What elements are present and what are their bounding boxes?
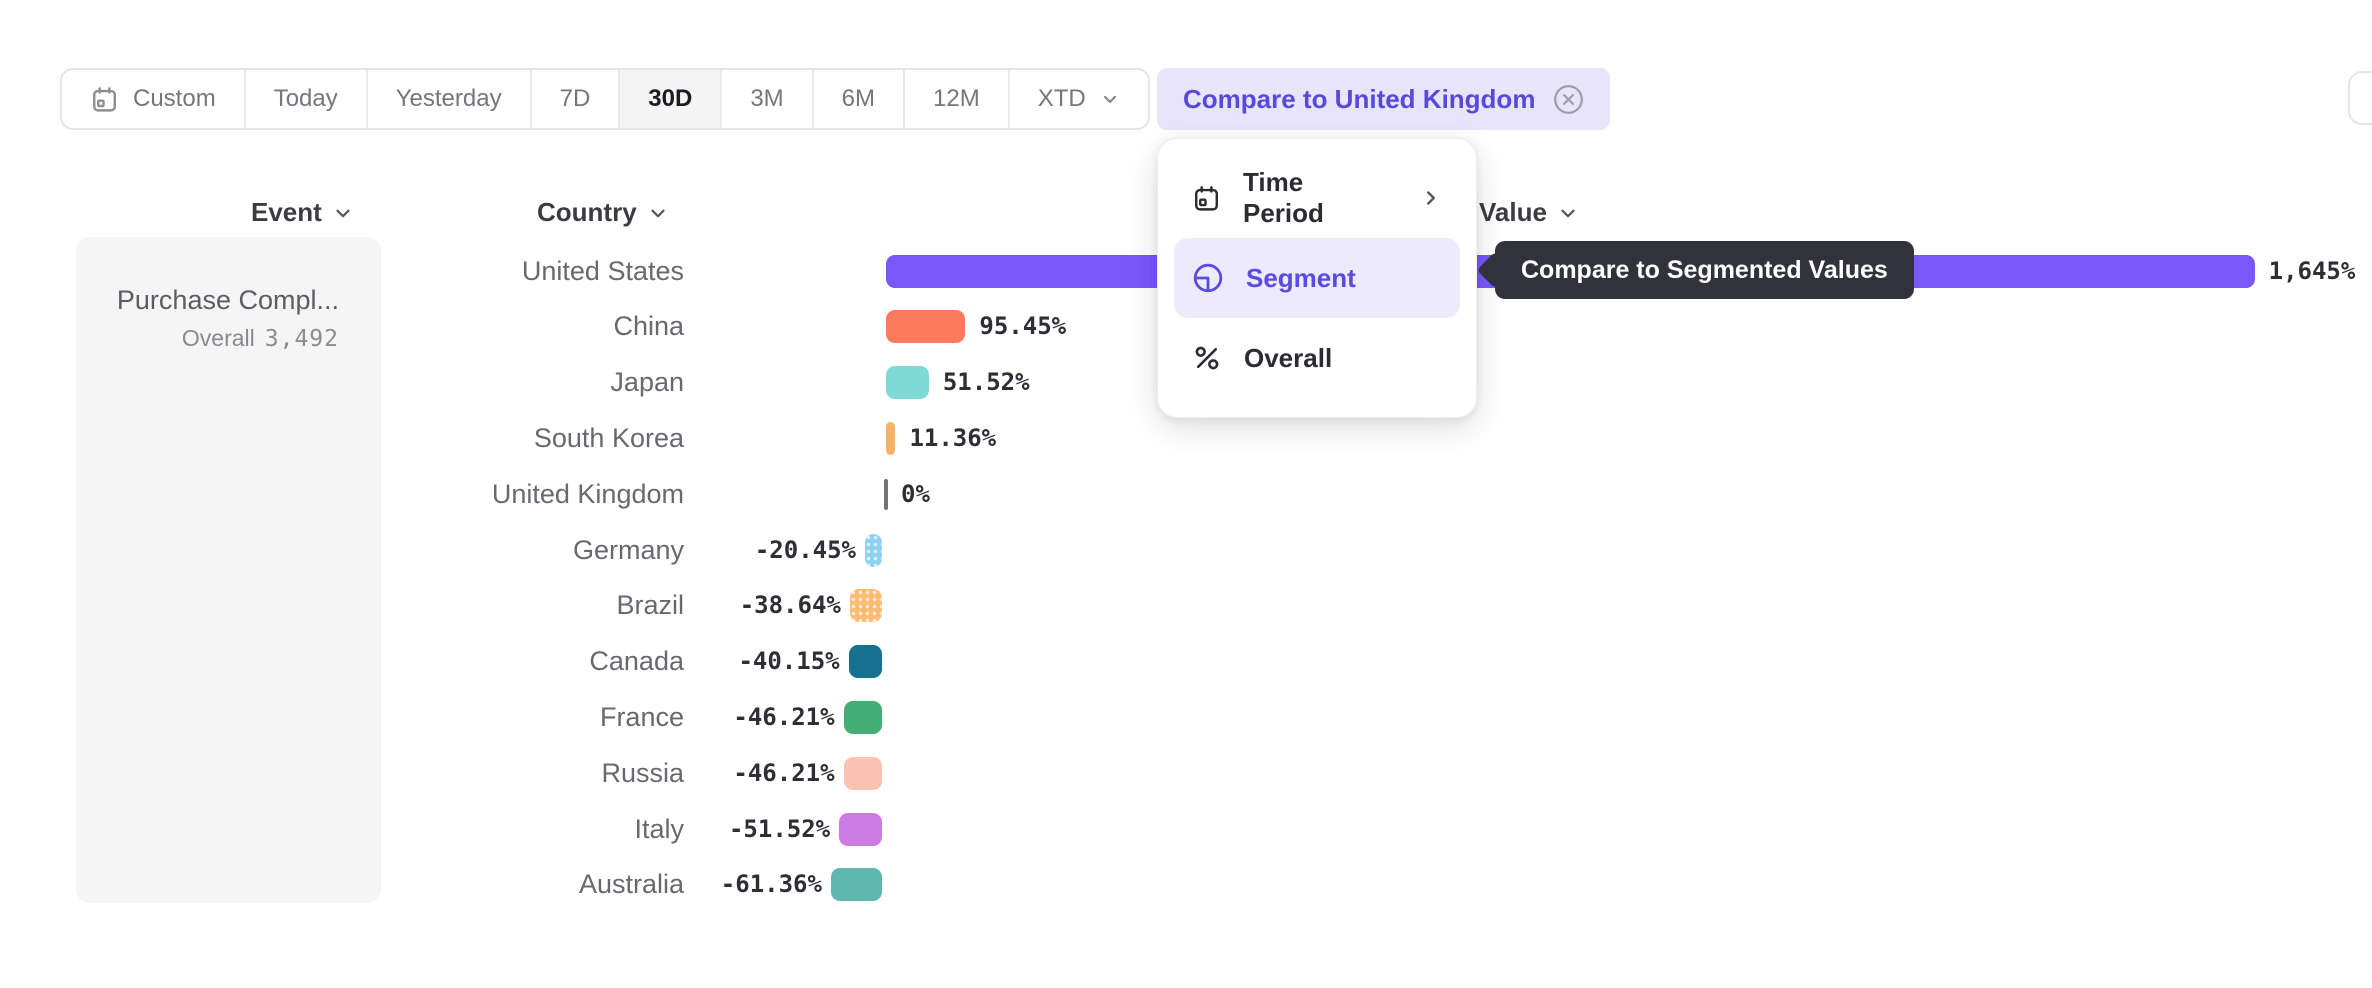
country-label: Australia xyxy=(578,869,684,900)
event-overall-label: Overall xyxy=(181,325,255,351)
value-label: -51.52% xyxy=(728,814,831,843)
date-range-3m[interactable]: 3M xyxy=(720,70,811,128)
menu-item-overall[interactable]: Overall xyxy=(1174,318,1460,398)
bar-japan[interactable] xyxy=(886,366,929,400)
value-label: 11.36% xyxy=(909,423,997,452)
date-range-label: 12M xyxy=(933,85,980,112)
calendar-icon xyxy=(1192,184,1221,213)
date-range-30d[interactable]: 30D xyxy=(618,70,721,128)
chevron-down-icon xyxy=(1561,209,1575,217)
bar-australia[interactable] xyxy=(830,868,882,902)
compare-chip[interactable]: Compare to United Kingdom xyxy=(1157,68,1611,130)
date-range-yesterday[interactable]: Yesterday xyxy=(365,70,530,128)
country-label: South Korea xyxy=(533,422,684,453)
column-header-value-label: Value xyxy=(1479,197,1547,227)
circle-x-icon[interactable] xyxy=(1553,84,1584,115)
event-name: Purchase Compl... xyxy=(116,285,339,315)
bar-germany[interactable] xyxy=(864,533,882,567)
bar-russia[interactable] xyxy=(843,756,882,790)
clipped-right-card[interactable] xyxy=(2348,71,2372,125)
date-range-label: Yesterday xyxy=(395,85,502,112)
date-range-label: Today xyxy=(273,85,338,112)
value-label: 95.45% xyxy=(979,312,1067,341)
bar-china[interactable] xyxy=(886,310,966,344)
event-overall-value: 3,492 xyxy=(264,326,339,352)
country-label: France xyxy=(599,701,684,732)
country-label: Canada xyxy=(589,646,684,677)
event-panel[interactable]: Purchase Compl... Overall 3,492 xyxy=(76,237,381,903)
menu-item-segment[interactable]: Segment xyxy=(1174,238,1460,318)
baseline-tick xyxy=(884,478,888,510)
menu-item-label: Time Period xyxy=(1243,167,1324,228)
column-header-country[interactable]: Country xyxy=(537,197,669,228)
menu-item-label: Segment xyxy=(1246,262,1356,293)
column-header-value[interactable]: Value xyxy=(1479,197,1579,228)
date-range-custom[interactable]: Custom xyxy=(62,70,244,128)
compare-chip-label: Compare to United Kingdom xyxy=(1183,83,1536,114)
calendar-icon xyxy=(90,85,119,114)
value-label: -46.21% xyxy=(733,702,835,731)
percent-icon xyxy=(1192,343,1222,373)
date-range-label: 6M xyxy=(841,85,875,112)
date-range-label: 30D xyxy=(648,85,693,112)
chevron-down-icon xyxy=(1100,89,1120,109)
bar-italy[interactable] xyxy=(839,812,882,846)
value-label: -61.36% xyxy=(720,870,822,899)
date-range-6m[interactable]: 6M xyxy=(811,70,903,128)
chevron-down-icon xyxy=(336,209,350,217)
date-range-xtd[interactable]: XTD xyxy=(1007,70,1148,128)
value-label: -46.21% xyxy=(733,758,835,787)
date-range-label: 7D xyxy=(559,85,591,112)
column-header-country-label: Country xyxy=(537,197,637,227)
country-label: China xyxy=(613,311,684,342)
compare-dropdown-menu: Time Period Segment Overall xyxy=(1157,138,1477,418)
menu-item-time-period[interactable]: Time Period xyxy=(1174,158,1460,238)
country-label: Russia xyxy=(601,757,684,788)
bar-south-korea[interactable] xyxy=(886,421,896,455)
country-label: United Kingdom xyxy=(491,478,684,509)
value-label: -38.64% xyxy=(739,591,841,620)
bar-canada[interactable] xyxy=(848,645,882,679)
chevron-down-icon xyxy=(651,209,665,217)
chevron-right-icon xyxy=(1420,187,1442,209)
column-header-event-label: Event xyxy=(251,197,322,227)
segment-icon xyxy=(1192,262,1224,294)
tooltip-text: Compare to Segmented Values xyxy=(1521,255,1888,284)
date-range-label: XTD xyxy=(1037,85,1086,112)
column-header-event[interactable]: Event xyxy=(251,197,354,228)
menu-item-label: Overall xyxy=(1244,342,1333,373)
date-range-toolbar: Custom Today Yesterday 7D 30D 3M 6M 12M XTD xyxy=(60,68,1150,130)
value-label: -20.45% xyxy=(754,535,856,564)
date-range-label: 3M xyxy=(750,85,784,112)
value-label: 1,645% xyxy=(2268,256,2356,285)
date-range-today[interactable]: Today xyxy=(243,70,366,128)
date-range-label: Custom xyxy=(133,85,216,112)
tooltip: Compare to Segmented Values xyxy=(1476,241,1914,299)
event-overall: Overall 3,492 xyxy=(96,325,339,352)
country-label: Japan xyxy=(610,367,684,398)
country-label: Germany xyxy=(572,534,684,565)
value-label: 51.52% xyxy=(942,368,1030,397)
bar-france[interactable] xyxy=(843,700,882,734)
value-label: 0% xyxy=(901,479,930,508)
date-range-7d[interactable]: 7D xyxy=(529,70,619,128)
country-label: Brazil xyxy=(616,590,684,621)
date-range-12m[interactable]: 12M xyxy=(903,70,1008,128)
value-label: -40.15% xyxy=(738,647,840,676)
bar-brazil[interactable] xyxy=(849,589,882,623)
country-label: United States xyxy=(521,255,684,286)
country-label: Italy xyxy=(634,813,684,844)
